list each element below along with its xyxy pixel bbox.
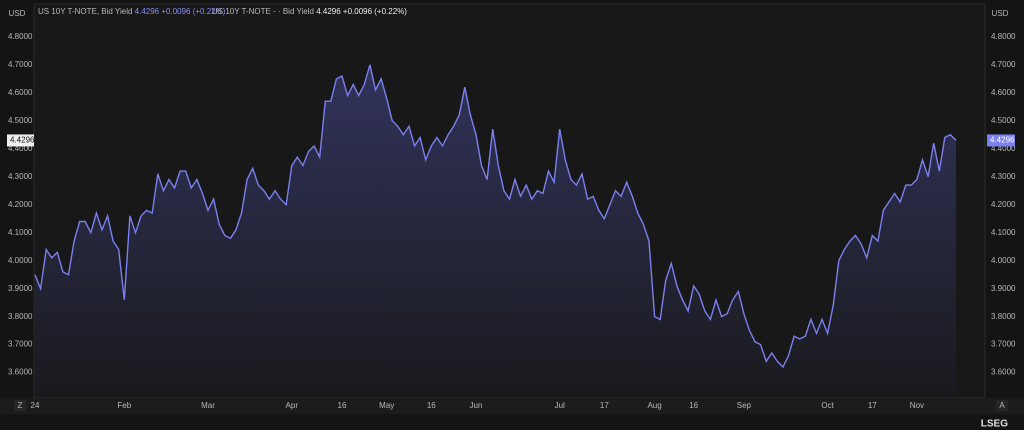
legend-change: +0.0096 (+0.22%)	[343, 7, 407, 16]
legend-value: 4.4296	[135, 7, 160, 16]
y-tick-label: 4.5000	[991, 116, 1016, 125]
y-tick-label: 4.2000	[991, 200, 1016, 209]
x-tick-label: 17	[868, 401, 877, 410]
brand-logo: LSEG	[981, 419, 1008, 430]
y-tick-label: 4.0000	[991, 256, 1016, 265]
x-tick-label: 16	[338, 401, 347, 410]
last-price-label: 4.4296	[10, 136, 35, 145]
x-tick-label: Apr	[286, 401, 299, 410]
y-tick-label: 3.7000	[991, 340, 1016, 349]
y-tick-label: 4.6000	[8, 88, 33, 97]
y-tick-label: 3.8000	[8, 312, 33, 321]
legend-value: 4.4296	[316, 7, 341, 16]
y-tick-label: 4.3000	[8, 172, 33, 181]
legend-change: +0.0096 (+0.22%)	[161, 7, 225, 16]
series-layer	[34, 64, 957, 396]
x-tick-label: 16	[427, 401, 436, 410]
last-price-box	[987, 134, 1015, 147]
y-tick-label: 4.3000	[991, 172, 1016, 181]
zoom-button-label[interactable]: Z	[18, 401, 23, 410]
line	[34, 64, 957, 369]
y-tick-label: 4.7000	[991, 60, 1016, 69]
y-tick-label: 3.9000	[991, 284, 1016, 293]
x-tick-label: Sep	[737, 401, 752, 410]
x-tick-label: Aug	[647, 401, 661, 410]
y-tick-label: 4.4000	[8, 144, 33, 153]
area-fill	[35, 64, 956, 396]
legend: US 10Y T-NOTE - · Bid Yield 4.4296 +0.00…	[212, 7, 407, 16]
zoom-button[interactable]	[996, 400, 1008, 411]
x-tick-label: 24	[31, 401, 40, 410]
y-tick-label: 3.6000	[8, 368, 33, 377]
y-tick-label: 4.7000	[8, 60, 33, 69]
y-tick-label: 4.2000	[8, 200, 33, 209]
y-tick-label: 3.9000	[8, 284, 33, 293]
legend-name: US 10Y T-NOTE, Bid Yield	[38, 7, 132, 16]
x-tick-label: Mar	[201, 401, 215, 410]
x-tick-label: 16	[689, 401, 698, 410]
y-tick-label: 4.4000	[991, 144, 1016, 153]
currency-label: USD	[9, 9, 26, 18]
last-price-label: 4.4296	[990, 136, 1015, 145]
y-tick-label: 3.6000	[991, 368, 1016, 377]
legend-name: US 10Y T-NOTE - · Bid Yield	[212, 7, 314, 16]
x-axis-strip	[0, 398, 1024, 414]
y-tick-label: 4.1000	[8, 228, 33, 237]
x-tick-label: Nov	[910, 401, 924, 410]
y-tick-label: 4.0000	[8, 256, 33, 265]
y-tick-label: 4.1000	[991, 228, 1016, 237]
x-tick-label: Oct	[821, 401, 834, 410]
y-tick-label: 4.6000	[991, 88, 1016, 97]
zoom-button[interactable]	[14, 400, 26, 411]
x-tick-label: Jun	[470, 401, 483, 410]
y-tick-label: 4.8000	[8, 32, 33, 41]
zoom-button-label[interactable]: A	[999, 401, 1005, 410]
legend: US 10Y T-NOTE, Bid Yield 4.4296 +0.0096 …	[38, 7, 226, 16]
y-tick-label: 3.8000	[991, 312, 1016, 321]
y-tick-label: 4.5000	[8, 116, 33, 125]
x-tick-label: Jul	[555, 401, 565, 410]
x-tick-label: Feb	[117, 401, 131, 410]
y-tick-label: 3.7000	[8, 340, 33, 349]
x-tick-label: May	[379, 401, 394, 410]
currency-label: USD	[992, 9, 1009, 18]
x-tick-label: 17	[600, 401, 609, 410]
last-price-box	[7, 134, 34, 147]
y-tick-label: 4.8000	[991, 32, 1016, 41]
